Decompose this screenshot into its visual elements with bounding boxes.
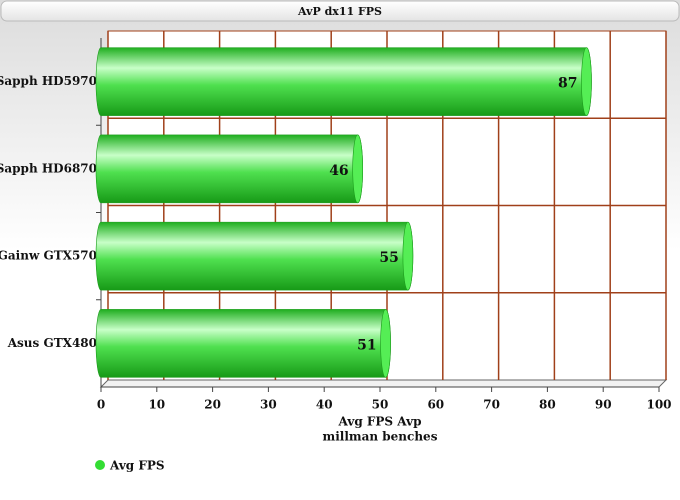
x-tick-label: 60 xyxy=(427,398,444,412)
x-tick-label: 50 xyxy=(372,398,389,412)
x-tick-label: 80 xyxy=(539,398,556,412)
bar-cap xyxy=(581,47,592,116)
bar xyxy=(95,47,592,116)
x-tick-label: 90 xyxy=(595,398,612,412)
bar-cap xyxy=(352,134,363,204)
x-tick-label: 70 xyxy=(483,398,500,412)
x-axis-label: Avg FPS Avp xyxy=(338,415,422,429)
value-label: 46 xyxy=(329,163,348,179)
y-tick-label: Gainw GTX570 xyxy=(0,249,97,263)
x-tick-label: 20 xyxy=(204,398,221,412)
y-tick-label: Sapph HD6870 xyxy=(0,161,97,175)
legend-label: Avg FPS xyxy=(109,459,165,473)
bar xyxy=(95,134,363,204)
y-tick-label: Asus GTX480 xyxy=(7,336,97,350)
bar-cap xyxy=(402,221,414,291)
value-label: 55 xyxy=(379,250,398,266)
bar-cap xyxy=(380,309,391,378)
bar xyxy=(95,221,414,291)
x-tick-label: 30 xyxy=(260,398,277,412)
x-tick-label: 0 xyxy=(97,398,105,412)
legend-marker xyxy=(95,460,105,470)
bar xyxy=(95,309,391,378)
value-label: 51 xyxy=(357,337,376,353)
x-tick-label: 10 xyxy=(148,398,165,412)
x-axis-label: millman benches xyxy=(323,430,438,444)
value-label: 87 xyxy=(558,76,577,92)
chart-title: AvP dx11 FPS xyxy=(297,5,382,18)
plot-floor xyxy=(99,379,668,388)
x-tick-label: 40 xyxy=(316,398,333,412)
title-bar xyxy=(0,0,680,22)
y-tick-label: Sapph HD5970 xyxy=(0,74,97,88)
x-tick-label: 100 xyxy=(646,398,671,412)
